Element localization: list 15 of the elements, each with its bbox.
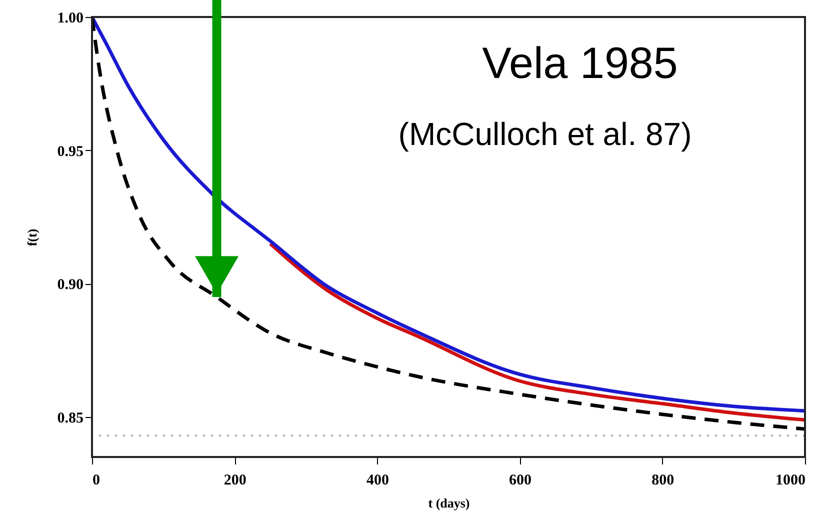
y-tick-label: 0.90 [57,277,84,294]
x-tick-label: 400 [366,472,389,488]
x-tick-label: 800 [652,472,674,488]
x-tick-label: 0 [92,472,100,488]
annotation: (McCulloch et al. 87) [398,116,692,152]
x-tick-label: 200 [224,472,246,488]
y-tick-label: 0.85 [57,410,84,426]
x-axis-title: t (days) [428,496,470,510]
annotation: Vela 1985 [482,39,678,88]
y-tick-label: 1.00 [57,10,84,26]
x-tick-label: 600 [509,472,532,488]
x-tick-label: 1000 [776,472,806,488]
line-series [268,242,805,422]
y-tick-label: 0.95 [57,144,84,160]
y-axis-title: f(t) [24,228,40,246]
